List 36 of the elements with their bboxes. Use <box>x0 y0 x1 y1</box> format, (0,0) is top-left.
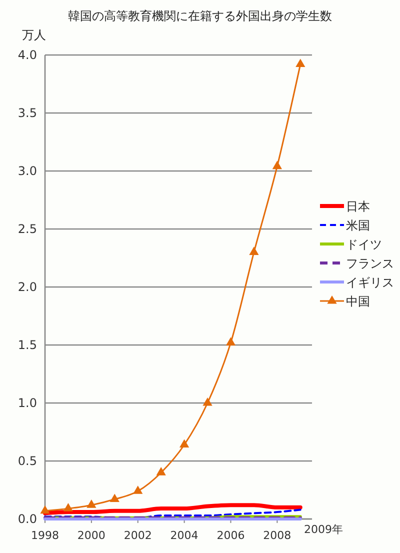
y-tick-label: 3.0 <box>18 164 37 178</box>
legend-label: フランス <box>346 256 394 270</box>
point <box>249 246 259 255</box>
point <box>180 439 190 448</box>
y-tick-label: 3.5 <box>18 106 37 120</box>
y-tick-label: 2.5 <box>18 222 37 236</box>
y-tick-label: 2.0 <box>18 280 37 294</box>
point <box>272 160 282 170</box>
point <box>202 397 212 406</box>
y-tick-label: 0.5 <box>18 454 37 468</box>
x-tick-label: 2006 <box>216 529 245 542</box>
y-tick-label: 0.0 <box>18 512 37 526</box>
x-tick-label: 1998 <box>31 529 59 542</box>
x-tick-label: 2004 <box>170 529 198 542</box>
y-tick-label: 1.5 <box>18 338 37 352</box>
legend-label: イギリス <box>346 276 394 290</box>
x-tick-label: 2002 <box>124 529 152 542</box>
y-tick-label: 1.0 <box>18 396 37 410</box>
legend-label: 中国 <box>346 294 370 308</box>
x-axis-title: 2009年 <box>304 523 343 536</box>
point <box>40 505 50 514</box>
point <box>110 494 120 502</box>
point <box>86 500 96 508</box>
point <box>296 58 306 68</box>
point <box>156 467 166 476</box>
legend-label: 日本 <box>346 200 370 214</box>
x-tick-label: 2008 <box>263 529 292 542</box>
legend-label: ドイツ <box>346 238 382 252</box>
y-axis-title: 万人 <box>22 28 46 42</box>
point <box>226 337 236 346</box>
legend-label: 米国 <box>346 218 370 232</box>
point <box>133 486 143 494</box>
point <box>63 503 74 512</box>
chart-title: 韓国の高等教育機関に在籍する外国出身の学生数 <box>68 9 332 23</box>
x-tick-label: 2000 <box>77 529 106 542</box>
y-tick-label: 4.0 <box>18 48 37 62</box>
